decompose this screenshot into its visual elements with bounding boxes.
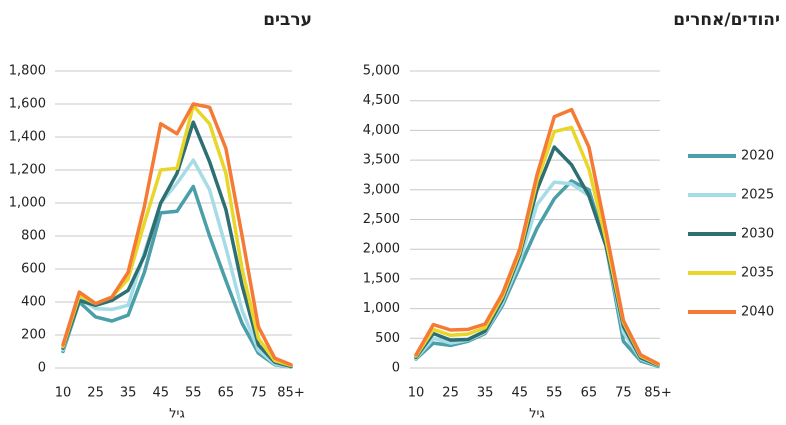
series-line: [61, 158, 293, 369]
x-tick-label: 65: [218, 386, 235, 401]
x-tick-label: 35: [120, 386, 137, 401]
x-axis-title: גיל: [169, 407, 185, 422]
x-tick-label: 75: [250, 386, 267, 401]
series-line: [61, 120, 293, 369]
x-tick-label: 25: [87, 386, 104, 401]
y-tick-label: 600: [21, 262, 46, 277]
chart-title: ערבים: [263, 10, 312, 30]
x-tick-label: 10: [408, 386, 425, 401]
x-tick-label: 55: [185, 386, 202, 401]
chart-title: יהודים/אחרים: [673, 10, 780, 30]
legend-label: 2020: [741, 149, 774, 164]
y-tick-label: 3,500: [363, 153, 400, 168]
y-tick-label: 1,000: [9, 196, 46, 211]
series-line: [61, 184, 293, 369]
y-tick-label: 2,500: [363, 212, 400, 227]
x-tick-label: 65: [581, 386, 598, 401]
x-tick-label: 25: [442, 386, 459, 401]
series-line: [61, 102, 293, 367]
x-axis-title: גיל: [529, 407, 545, 422]
y-tick-label: 0: [38, 361, 46, 376]
y-tick-label: 4,000: [363, 123, 400, 138]
y-tick-label: 800: [21, 229, 46, 244]
series-line: [414, 107, 660, 366]
x-tick-label: 45: [511, 386, 528, 401]
y-tick-label: 1,200: [9, 163, 46, 178]
x-tick-label: 85+: [644, 386, 671, 401]
y-tick-label: 1,500: [363, 271, 400, 286]
legend-label: 2040: [741, 305, 774, 320]
x-tick-label: 85+: [277, 386, 304, 401]
x-tick-label: 10: [55, 386, 72, 401]
y-tick-label: 0: [392, 361, 400, 376]
y-tick-label: 2,000: [363, 242, 400, 257]
x-tick-label: 75: [615, 386, 632, 401]
y-tick-label: 5,000: [363, 64, 400, 79]
y-tick-label: 1,800: [9, 64, 46, 79]
y-tick-label: 1,400: [9, 130, 46, 145]
y-tick-label: 200: [21, 328, 46, 343]
y-tick-label: 1,600: [9, 97, 46, 112]
y-tick-label: 500: [375, 331, 400, 346]
x-tick-label: 45: [152, 386, 169, 401]
y-tick-label: 400: [21, 295, 46, 310]
y-tick-label: 1,000: [363, 301, 400, 316]
legend-label: 2030: [741, 227, 774, 242]
x-tick-label: 55: [546, 386, 563, 401]
y-tick-label: 4,500: [363, 93, 400, 108]
y-tick-label: 3,000: [363, 182, 400, 197]
legend-label: 2035: [741, 266, 774, 281]
x-tick-label: 35: [477, 386, 494, 401]
legend-label: 2025: [741, 188, 774, 203]
